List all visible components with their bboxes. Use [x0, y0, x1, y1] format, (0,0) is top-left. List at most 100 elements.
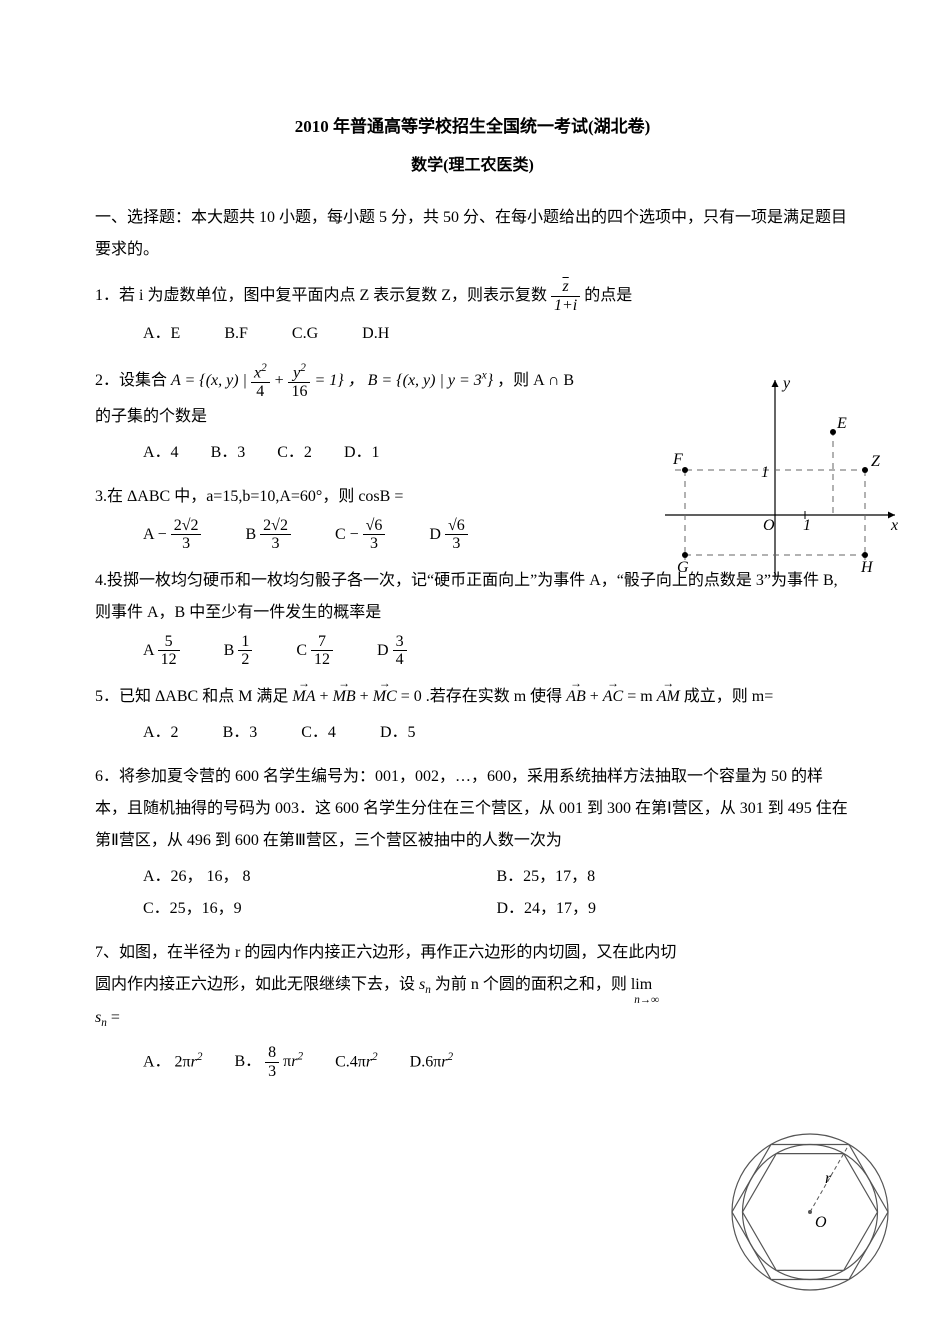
q4-opt-c: C 712 [296, 633, 333, 669]
q4-a-pre: A [143, 642, 158, 659]
q5-vec-ma: MA [292, 681, 315, 713]
q3-d-num: √6 [445, 517, 468, 536]
q3-b-num: 2√2 [260, 517, 291, 536]
q1-opt-c: C.G [292, 318, 318, 350]
q3-a-pre: A − [143, 525, 171, 542]
q4-a-den: 12 [158, 651, 180, 669]
pt-f: F [672, 451, 683, 468]
q2-opt-d: D．1 [344, 437, 380, 469]
q1-opt-a: A．E [143, 318, 180, 350]
q5-eq: = m [627, 688, 656, 705]
q3-c-num: √6 [363, 517, 386, 536]
q4-options: A 512 B 12 C 712 D 34 [95, 633, 850, 669]
q1-frac-num: z [563, 278, 569, 295]
q7-opt-a: A． 2πr2 [143, 1046, 202, 1078]
q5-options: A．2 B．3 C．4 D．5 [95, 717, 850, 749]
q7-b-den: 3 [265, 1063, 279, 1081]
q4-d-pre: D [377, 642, 393, 659]
q7-d-exp: 2 [448, 1051, 454, 1063]
title-main: 2010 年普通高等学校招生全国统一考试(湖北卷) [95, 110, 850, 144]
q4-a-num: 5 [158, 633, 180, 652]
q7-options: A． 2πr2 B． 83 πr2 C.4πr2 D.6πr2 [95, 1044, 680, 1080]
title-sub: 数学(理工农医类) [95, 150, 850, 182]
q5-opt-d: D．5 [380, 717, 416, 749]
question-6: 6．将参加夏令营的 600 名学生编号为：001，002，…，600，采用系统抽… [95, 761, 850, 925]
q2-text-a: 2．设集合 [95, 372, 171, 389]
question-5: 5．已知 ΔABC 和点 M 满足 MA + MB + MC = 0 .若存在实… [95, 681, 850, 749]
axis-x-label: x [890, 517, 898, 534]
q2-opt-a: A．4 [143, 437, 179, 469]
q2-set-b-close: } [487, 372, 493, 389]
q1-opt-d: D.H [362, 318, 389, 350]
pt-e: E [836, 415, 847, 432]
q2-frac1: x2 4 [251, 362, 270, 401]
q4-b-pre: B [224, 642, 239, 659]
q5-vec-mb: MB [333, 681, 356, 713]
q5-opt-a: A．2 [143, 717, 179, 749]
q3-text: 3.在 ΔABC 中，a=15,b=10,A=60°，则 cosB = [95, 488, 403, 505]
q1-frac-den: 1+i [551, 297, 580, 315]
q6-opt-c: C．25，16，9 [143, 893, 497, 925]
question-4: 4.投掷一枚均匀硬币和一枚均匀骰子各一次，记“硬币正面向上”为事件 A，“骰子向… [95, 565, 850, 669]
section-heading: 一、选择题：本大题共 10 小题，每小题 5 分，共 50 分、在每小题给出的四… [95, 202, 850, 266]
q5-vec-ab: AB [566, 681, 586, 713]
question-1: 1．若 i 为虚数单位，图中复平面内点 Z 表示复数 Z，则表示复数 z 1+i… [95, 278, 850, 350]
title-block: 2010 年普通高等学校招生全国统一考试(湖北卷) 数学(理工农医类) [95, 110, 850, 182]
q7-b-num: 8 [265, 1044, 279, 1063]
q7-d-pre: D.6π [410, 1053, 442, 1070]
q7-a-exp: 2 [197, 1051, 203, 1063]
q2-frac1-num: x [254, 365, 261, 382]
q3-b-den: 3 [260, 535, 291, 553]
section-text: 一、选择题：本大题共 10 小题，每小题 5 分，共 50 分、在每小题给出的四… [95, 209, 847, 258]
q4-c-pre: C [296, 642, 311, 659]
q6-options: A．26， 16， 8 C．25，16，9 B．25，17，8 D．24，17，… [95, 861, 850, 925]
axis-y-label: y [781, 375, 791, 392]
q3-options: A − 2√23 B 2√23 C − √63 D √63 [95, 517, 850, 553]
q6-opt-d: D．24，17，9 [497, 893, 851, 925]
q3-d-den: 3 [445, 535, 468, 553]
question-7: 7、如图，在半径为 r 的园内作内接正六边形，再作正六边形的内切圆，又在此内切圆… [95, 937, 850, 1080]
q5-opt-b: B．3 [223, 717, 258, 749]
q2-set-b: B = {(x, y) | y = 3 [368, 372, 482, 389]
q3-a-den: 3 [171, 535, 202, 553]
q2-tail: ，则 A ∩ B [497, 372, 574, 389]
q7-b-pre: B． [234, 1053, 265, 1070]
q7-c-exp: 2 [372, 1051, 378, 1063]
tick-1y: 1 [761, 464, 769, 481]
q6-opt-b: B．25，17，8 [497, 861, 851, 893]
q2-frac2-den: 16 [288, 383, 310, 401]
q7-lim: lim [631, 976, 652, 993]
q7-opt-b: B． 83 πr2 [234, 1044, 303, 1080]
q4-b-num: 1 [238, 633, 252, 652]
q7-c-pre: C.4π [335, 1053, 366, 1070]
q3-opt-d: D √63 [429, 517, 467, 553]
q7-sn-sub: n [425, 984, 431, 996]
q5-tail: 成立，则 m= [684, 688, 773, 705]
q3-opt-c: C − √63 [335, 517, 385, 553]
q3-b-pre: B [245, 525, 260, 542]
q2-plus: + [274, 372, 289, 389]
q3-c-pre: C − [335, 525, 363, 542]
pt-h: H [860, 559, 874, 576]
q7-a-pre: A． 2π [143, 1053, 191, 1070]
q4-d-den: 4 [393, 651, 407, 669]
q7-opt-c: C.4πr2 [335, 1046, 378, 1078]
q3-opt-b: B 2√23 [245, 517, 290, 553]
q3-a-num: 2√2 [171, 517, 202, 536]
q2-set-a-close: = 1} ， [314, 372, 363, 389]
q4-text: 4.投掷一枚均匀硬币和一枚均匀骰子各一次，记“硬币正面向上”为事件 A，“骰子向… [95, 572, 838, 621]
q7-opt-d: D.6πr2 [410, 1046, 453, 1078]
hex-o-label: O [815, 1214, 827, 1231]
q2-frac1-den: 4 [251, 383, 270, 401]
q4-opt-a: A 512 [143, 633, 180, 669]
q5-mid: = 0 .若存在实数 m 使得 [401, 688, 566, 705]
q5-text-a: 5．已知 ΔABC 和点 M 满足 [95, 688, 292, 705]
q2-frac2-num-sup: 2 [300, 362, 306, 374]
q1-fraction: z 1+i [551, 278, 580, 314]
q3-opt-a: A − 2√23 [143, 517, 201, 553]
hex-r-label: r [825, 1170, 832, 1187]
q7-b-exp: 2 [297, 1051, 303, 1063]
question-3: 3.在 ΔABC 中，a=15,b=10,A=60°，则 cosB = A − … [95, 481, 850, 553]
q4-opt-b: B 12 [224, 633, 253, 669]
q2-set-a-open: A = {(x, y) | [171, 372, 251, 389]
